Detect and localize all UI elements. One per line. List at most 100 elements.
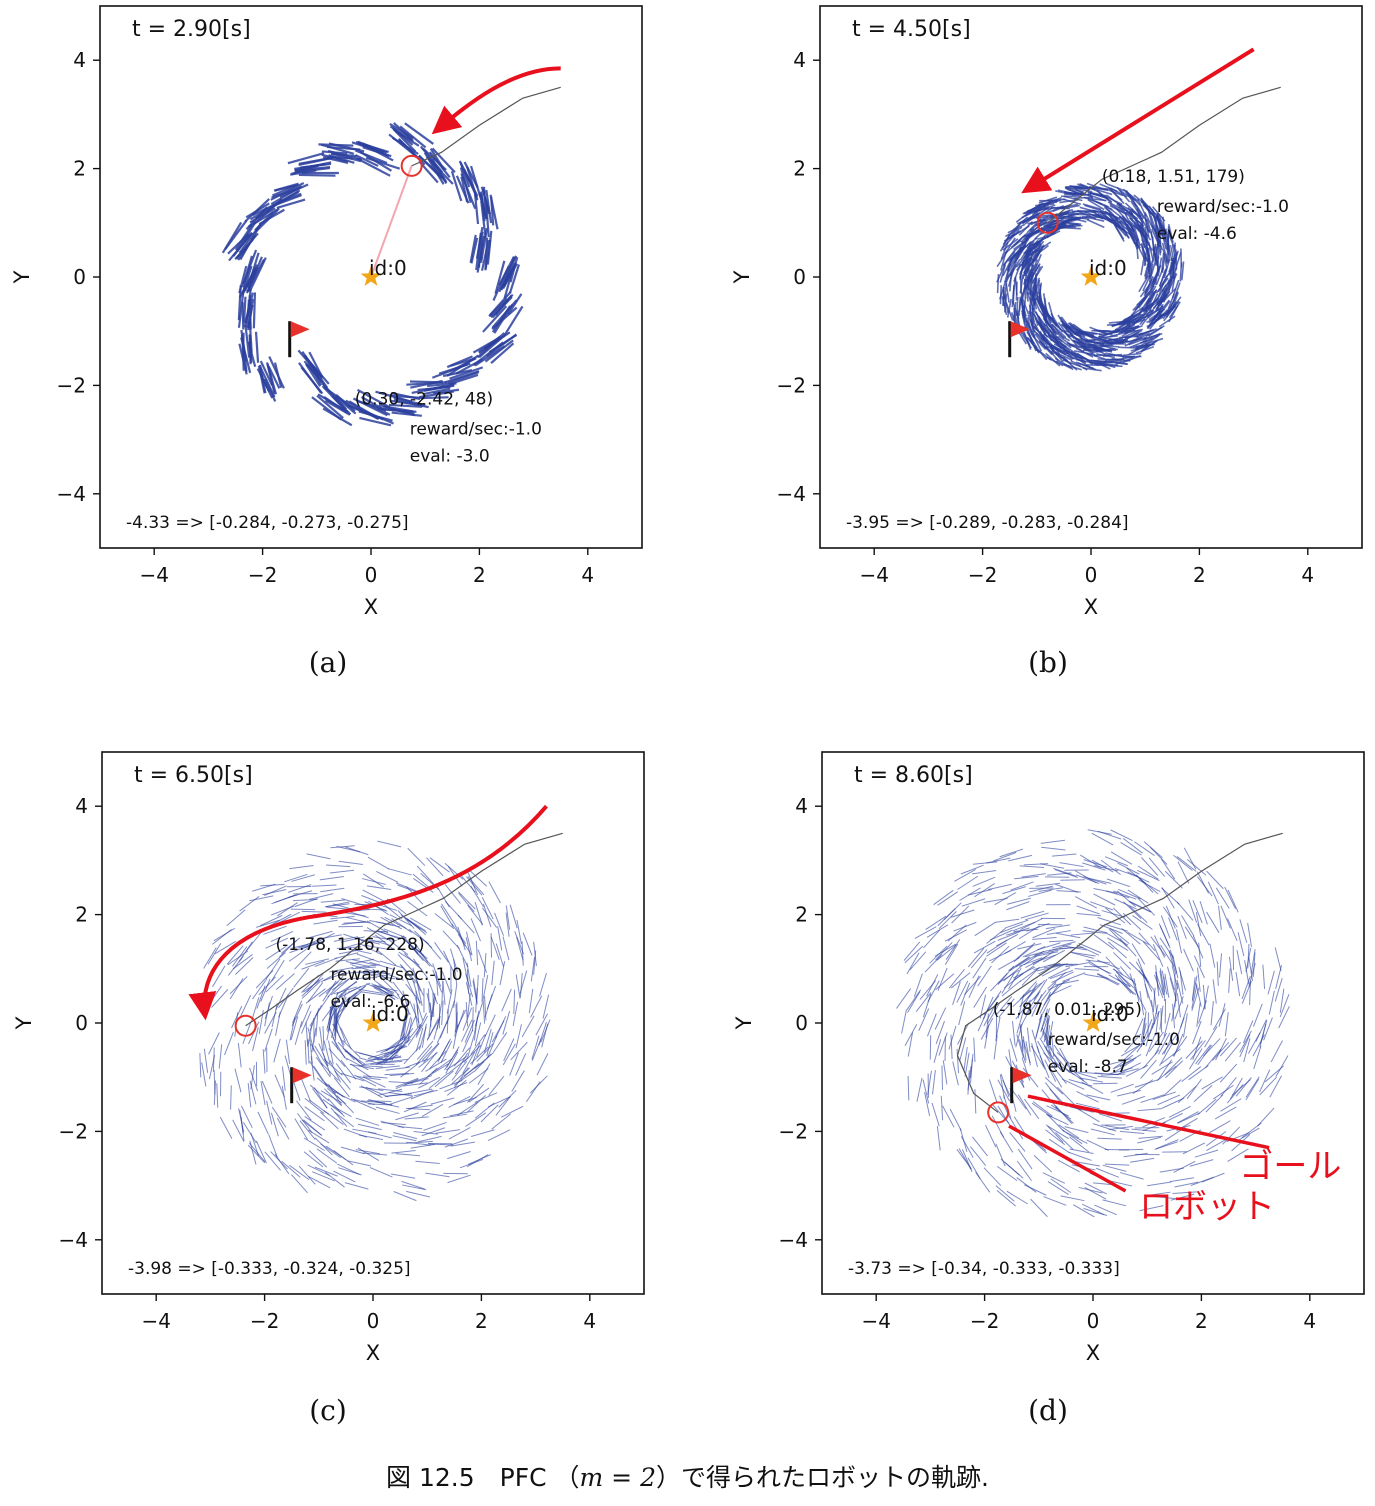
particle-arrow — [332, 1036, 346, 1059]
particle-arrow — [468, 869, 488, 887]
particle-arrow — [212, 965, 226, 988]
particle-arrow — [1148, 308, 1166, 321]
particle-arrow — [318, 981, 339, 997]
particle-arrow — [1060, 1195, 1085, 1202]
particle-arrow — [1143, 247, 1148, 267]
particle-arrow — [239, 896, 260, 912]
particle-arrow — [1127, 318, 1146, 327]
particle-arrow — [474, 1092, 498, 1103]
particle-arrow — [482, 903, 492, 928]
x-tick-label: 4 — [1301, 563, 1314, 587]
particle-arrow — [1263, 1017, 1273, 1041]
particle-arrow — [491, 960, 495, 986]
particle-arrow — [1095, 213, 1113, 224]
particle-arrow — [1048, 1138, 1070, 1154]
particle-arrow — [1034, 225, 1049, 240]
particle-arrow — [278, 994, 289, 1018]
particle-arrow — [405, 1058, 429, 1069]
particle-arrow — [916, 1077, 923, 1102]
particle-arrow — [1076, 905, 1100, 915]
particle-arrow — [945, 939, 961, 960]
particle-arrow — [306, 853, 331, 860]
particle-arrow — [235, 232, 259, 260]
particle-arrow — [1097, 830, 1122, 840]
goal-flag-icon — [290, 321, 310, 338]
particle-arrow — [1144, 226, 1150, 246]
particle-arrow — [1125, 1064, 1149, 1077]
particle-arrow — [1227, 1148, 1249, 1162]
particle-arrow — [230, 1085, 232, 1110]
particle-arrow — [316, 1077, 337, 1094]
particle-arrow — [1048, 1066, 1063, 1088]
particle-arrow — [1140, 1094, 1164, 1103]
particle-arrow — [249, 201, 280, 221]
particle-arrow — [1037, 1040, 1051, 1063]
particle-arrow — [1113, 890, 1137, 900]
particle-arrow — [1126, 223, 1137, 242]
particle-arrow — [1033, 1154, 1053, 1173]
particle-arrow — [993, 1035, 998, 1060]
particle-arrow — [1038, 284, 1042, 304]
particle-arrow — [422, 147, 447, 171]
particle-arrow — [1194, 1149, 1219, 1158]
particle-arrow — [1160, 915, 1171, 939]
particle-arrow — [1076, 944, 1100, 956]
particle-arrow — [356, 937, 380, 945]
particle-arrow — [1152, 1091, 1177, 1101]
y-tick-label: −4 — [779, 1228, 808, 1252]
particle-arrow — [481, 907, 498, 928]
particle-arrow — [936, 944, 957, 961]
particle-arrow — [415, 990, 419, 1016]
particle-arrow — [1002, 886, 1027, 895]
particle-arrow — [1123, 901, 1142, 920]
particle-arrow — [1137, 865, 1159, 880]
particle-arrow — [415, 1160, 440, 1165]
particle-arrow — [1152, 987, 1156, 1013]
particle-arrow — [376, 949, 397, 966]
particle-arrow — [434, 913, 455, 930]
particle-arrow — [1138, 879, 1161, 893]
particle-arrow — [447, 1150, 471, 1160]
particle-arrow — [1243, 1038, 1251, 1063]
particle-arrow — [319, 1026, 324, 1052]
particle-arrow — [977, 965, 992, 987]
particle-arrow — [1212, 1008, 1226, 1031]
particle-arrow — [465, 931, 473, 956]
particle-arrow — [289, 1016, 296, 1041]
particle-arrow — [1204, 1026, 1218, 1048]
particle-arrow — [1083, 348, 1103, 351]
particle-arrow — [913, 973, 923, 997]
reward-label: reward/sec:-1.0 — [410, 419, 542, 439]
particle-arrow — [1149, 846, 1168, 865]
particle-arrow — [436, 1020, 448, 1044]
particle-arrow — [346, 986, 366, 1003]
particle-arrow — [357, 142, 381, 155]
particle-arrow — [952, 1061, 959, 1086]
particle-arrow — [1091, 343, 1110, 352]
particle-arrow — [1162, 216, 1166, 236]
particle-arrow — [482, 974, 489, 1000]
particle-arrow — [1021, 873, 1046, 878]
particle-arrow — [1068, 1151, 1092, 1161]
particle-arrow — [1032, 951, 1054, 966]
particle-arrow — [1247, 922, 1253, 948]
particle-arrow — [1113, 224, 1125, 242]
particle-arrow — [1252, 952, 1256, 977]
particle-arrow — [1059, 862, 1084, 868]
particle-arrow — [406, 918, 428, 934]
particle-arrow — [429, 1050, 447, 1070]
particle-arrow — [1013, 966, 1036, 979]
particle-arrow — [1129, 900, 1152, 913]
particle-arrow — [1021, 967, 1040, 986]
particle-arrow — [301, 910, 327, 913]
particle-arrow — [244, 325, 251, 358]
particle-arrow — [294, 1021, 303, 1045]
particle-arrow — [1229, 1077, 1243, 1100]
particle-arrow — [1140, 1017, 1146, 1042]
particle-arrow — [1044, 304, 1052, 324]
particle-arrow — [305, 1022, 309, 1047]
particle-arrow — [1114, 974, 1132, 994]
particle-arrow — [1046, 338, 1061, 355]
particle-arrow — [461, 1019, 473, 1043]
y-tick-label: −2 — [779, 1119, 808, 1143]
